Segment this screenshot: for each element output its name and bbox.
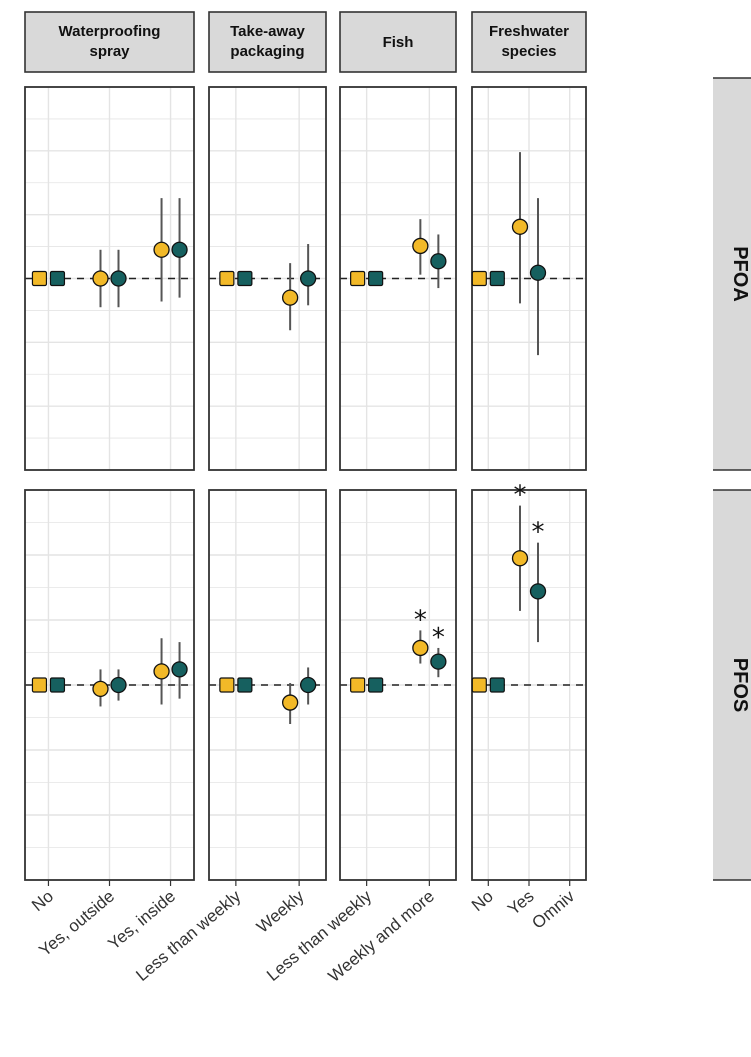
row-label: PFOA bbox=[729, 246, 751, 302]
x-tick-label: Weekly bbox=[253, 886, 308, 937]
point-a bbox=[412, 237, 429, 255]
reference-square-b bbox=[368, 677, 384, 693]
panel bbox=[471, 86, 587, 471]
reference-square-b bbox=[368, 270, 384, 287]
point-b bbox=[529, 583, 547, 600]
row-strip bbox=[713, 490, 751, 880]
point-b bbox=[110, 270, 127, 287]
reference-square-a bbox=[350, 270, 366, 287]
reference-square-a bbox=[471, 270, 487, 287]
point-b bbox=[299, 270, 317, 287]
point-a bbox=[153, 241, 170, 258]
point-a bbox=[92, 680, 109, 698]
facet-strip bbox=[339, 11, 457, 73]
point-a bbox=[412, 639, 429, 657]
panel-border bbox=[339, 489, 457, 881]
reference-square-a bbox=[471, 677, 487, 693]
reference-square-a bbox=[31, 677, 48, 693]
significance-star-b: * bbox=[532, 518, 545, 548]
point-b bbox=[299, 676, 317, 694]
significance-star-a: * bbox=[414, 605, 427, 635]
reference-square-b bbox=[489, 677, 505, 693]
facet-title: species bbox=[501, 43, 556, 60]
point-b bbox=[110, 676, 127, 694]
significance-star-b: * bbox=[432, 623, 445, 653]
point-b bbox=[430, 653, 447, 670]
facet-title: packaging bbox=[230, 43, 304, 60]
reference-square-b bbox=[49, 677, 66, 693]
row-labels-layer: PFOA PFOS bbox=[713, 77, 751, 881]
point-a bbox=[153, 663, 170, 680]
point-b bbox=[529, 264, 547, 281]
facet-title: spray bbox=[89, 43, 130, 60]
panel-border bbox=[208, 86, 327, 471]
x-tick-label: Omniv bbox=[528, 886, 578, 932]
panel-border bbox=[208, 489, 327, 881]
panels-layer bbox=[24, 86, 587, 881]
reference-square-a bbox=[219, 677, 235, 693]
point-a bbox=[511, 218, 529, 235]
facet-strip bbox=[24, 11, 195, 73]
point-a bbox=[281, 289, 299, 306]
panel bbox=[471, 489, 587, 881]
point-b bbox=[430, 253, 447, 270]
marks-layer: **** bbox=[31, 152, 547, 724]
facet-strip bbox=[471, 11, 587, 73]
panel-border bbox=[24, 86, 195, 471]
x-tick-label: Weekly and more bbox=[325, 887, 438, 986]
reference-square-a bbox=[31, 270, 48, 287]
x-tick-label: No bbox=[468, 887, 497, 916]
strips-layer: Waterproofing spray Take-away packaging Fish… bbox=[24, 11, 587, 73]
reference-square-b bbox=[237, 677, 253, 693]
point-a bbox=[92, 270, 109, 287]
row-label: PFOS bbox=[729, 658, 751, 712]
facet-strip bbox=[208, 11, 327, 73]
reference-square-a bbox=[350, 677, 366, 693]
point-b bbox=[171, 241, 188, 258]
facet-title: Waterproofing bbox=[59, 23, 161, 40]
reference-square-a bbox=[219, 270, 235, 287]
point-a bbox=[281, 694, 299, 711]
significance-star-a: * bbox=[514, 481, 527, 511]
point-b bbox=[171, 661, 188, 678]
facet-title: Fish bbox=[383, 34, 414, 51]
row-strip bbox=[713, 78, 751, 470]
facet-title: Take-away bbox=[230, 23, 305, 40]
point-a bbox=[511, 550, 529, 567]
reference-square-b bbox=[237, 270, 253, 287]
reference-square-b bbox=[49, 270, 66, 287]
x-tick-label: No bbox=[28, 887, 57, 916]
facet-title: Freshwater bbox=[489, 23, 569, 40]
panel-border bbox=[339, 86, 457, 471]
reference-square-b bbox=[489, 270, 505, 287]
